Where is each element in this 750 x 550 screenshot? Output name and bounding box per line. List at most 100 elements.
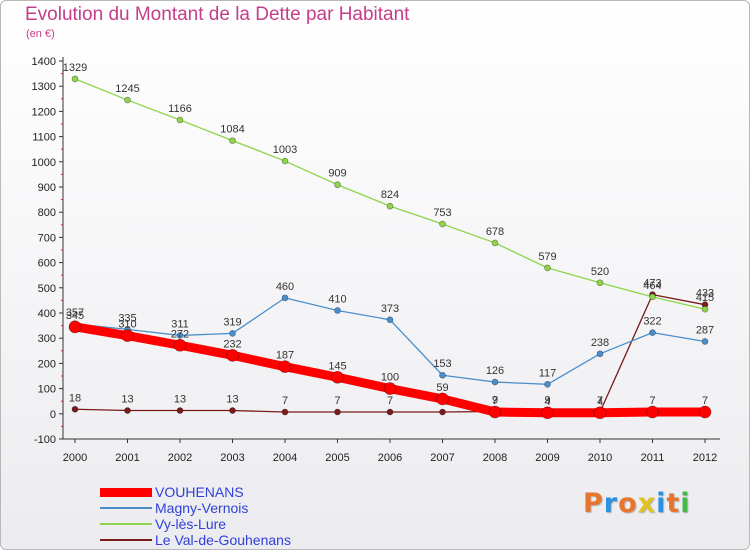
data-point	[649, 329, 656, 336]
legend-item: Magny-Vernois	[100, 500, 360, 516]
logo-letter: o	[618, 488, 638, 519]
legend-label: Vy-lès-Lure	[155, 516, 227, 532]
logo-letter: x	[637, 488, 657, 519]
data-label: 464	[643, 280, 661, 292]
y-tick-label: 800	[38, 207, 56, 219]
x-tick-label: 2005	[325, 452, 349, 464]
logo-letter: r	[603, 488, 619, 519]
data-point	[439, 220, 446, 228]
legend-label: VOUHENANS	[155, 484, 244, 500]
data-label: 357	[66, 307, 84, 319]
x-tick-label: 2008	[483, 452, 507, 464]
logo-letter: i	[656, 488, 667, 519]
data-label: 13	[174, 394, 186, 406]
y-tick-label: -100	[34, 434, 56, 446]
data-label: 1329	[63, 62, 87, 74]
data-label: 7	[334, 395, 340, 407]
y-tick-label: 0	[50, 409, 56, 421]
data-point	[596, 350, 604, 358]
data-point	[701, 305, 709, 313]
data-point	[491, 239, 499, 247]
y-tick-label: 300	[38, 333, 56, 345]
y-tick-label: 500	[38, 283, 56, 295]
data-point	[331, 370, 344, 384]
legend-swatch	[100, 523, 152, 525]
data-label: 322	[643, 316, 661, 328]
data-label: 678	[486, 226, 504, 238]
data-label: 473	[643, 278, 661, 290]
data-point	[646, 405, 659, 419]
x-tick-label: 2004	[273, 452, 297, 464]
y-tick-label: 100	[38, 384, 56, 396]
series-vy-les-lure: 1329 1245 1166 1084 1003 909 824 753 678 579 520 46…	[63, 62, 714, 313]
x-tick-label: 2011	[641, 452, 665, 464]
data-point	[383, 382, 397, 395]
chart-unit-label: (en €)	[26, 28, 55, 40]
logo-letter: i	[680, 488, 691, 519]
data-point	[121, 329, 134, 342]
x-tick-label: 2007	[430, 452, 454, 464]
chart-legend: VOUHENANS Magny-Vernois Vy-lès-Lure Le Val-…	[100, 484, 360, 548]
data-label: 145	[328, 360, 346, 372]
data-point	[593, 406, 607, 420]
y-tick-label: 900	[38, 182, 56, 194]
data-label: 824	[381, 189, 399, 201]
data-point	[439, 408, 446, 416]
legend-item: Vy-lès-Lure	[100, 516, 360, 532]
y-tick-label: 700	[38, 232, 56, 244]
data-point	[334, 307, 341, 314]
data-point	[386, 202, 394, 210]
data-label: 153	[433, 358, 451, 370]
data-point	[334, 408, 341, 416]
chart-title: Evolution du Montant de la Dette par Hab…	[25, 4, 410, 25]
data-label: 4	[544, 396, 550, 408]
data-label: 59	[436, 382, 448, 394]
data-point	[71, 75, 79, 83]
x-tick-label: 2001	[115, 452, 139, 464]
data-label: 410	[328, 293, 346, 305]
data-point	[124, 407, 131, 414]
data-label: 415	[696, 292, 714, 304]
data-label: 310	[118, 319, 136, 331]
data-label: 7	[702, 395, 708, 407]
data-label: 187	[276, 350, 294, 362]
legend-swatch	[100, 507, 152, 509]
x-tick-label: 2010	[588, 452, 612, 464]
data-point	[386, 408, 394, 416]
data-point	[386, 316, 394, 324]
y-tick-label: 400	[38, 308, 56, 320]
data-label: 1003	[273, 144, 297, 156]
data-point	[71, 405, 79, 413]
data-label: 13	[226, 394, 238, 406]
x-tick-label: 2009	[535, 452, 559, 464]
data-point	[281, 294, 289, 302]
data-point	[439, 371, 446, 379]
data-point	[281, 157, 289, 165]
data-point	[176, 407, 184, 414]
data-label: 335	[118, 312, 136, 324]
proxiti-logo: Proxiti	[583, 488, 691, 519]
series-magny-vernois: 357 335 311 319 460 410 373 153 126 117 238 322 287	[66, 281, 714, 388]
data-label: 1084	[220, 124, 244, 136]
x-tick-label: 2006	[378, 452, 402, 464]
legend-swatch	[100, 487, 152, 497]
data-label: 311	[171, 318, 189, 330]
y-tick-label: 1400	[32, 56, 56, 68]
x-tick-label: 2003	[220, 452, 244, 464]
x-tick-label: 2000	[63, 452, 87, 464]
data-label: 1245	[115, 83, 139, 95]
data-point	[701, 338, 709, 345]
data-point	[596, 279, 604, 287]
data-point	[173, 338, 187, 352]
data-label: 345	[66, 310, 84, 322]
data-label: 238	[591, 337, 609, 349]
data-point	[698, 405, 712, 419]
data-label: 287	[696, 324, 714, 336]
y-tick-label: 1200	[32, 106, 56, 118]
data-label: 9	[492, 395, 498, 407]
data-label: 100	[381, 372, 399, 384]
data-label: 4	[597, 396, 603, 408]
legend-item: Le Val-de-Gouhenans	[100, 532, 360, 548]
